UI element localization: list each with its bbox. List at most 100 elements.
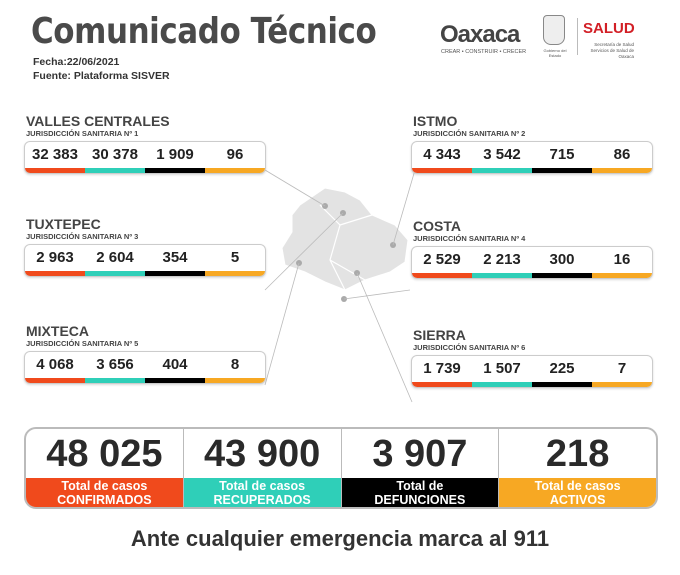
- region-jurisdiction: JURISDICCIÓN SANITARIA Nº 5: [26, 339, 139, 348]
- stat-color-bar: [145, 168, 205, 173]
- region-jurisdiction: JURISDICCIÓN SANITARIA Nº 4: [413, 234, 526, 243]
- stat-color-bar: [532, 382, 592, 387]
- stat-activos: 16: [592, 247, 652, 278]
- stat-confirmados: 2 963: [25, 245, 85, 276]
- total-label-line1: Total de casos: [61, 478, 148, 493]
- stat-color-bar: [85, 378, 145, 383]
- region-name: MIXTECA: [26, 323, 89, 339]
- stat-color-bar: [532, 168, 592, 173]
- region-jurisdiction: JURISDICCIÓN SANITARIA Nº 2: [413, 129, 526, 138]
- stat-color-bar: [412, 168, 472, 173]
- total-recuperados: 43 900 Total de casos RECUPERADOS: [183, 429, 342, 507]
- stat-value: 715: [549, 146, 575, 163]
- total-confirmados: 48 025 Total de casos CONFIRMADOS: [26, 429, 184, 507]
- stat-defunciones: 1 909: [145, 142, 205, 173]
- oaxaca-map: [264, 169, 416, 403]
- stat-value: 4 068: [36, 356, 74, 373]
- stat-color-bar: [145, 271, 205, 276]
- stat-value: 3 542: [483, 146, 521, 163]
- region-name: TUXTEPEC: [26, 216, 101, 232]
- stat-color-bar: [205, 378, 265, 383]
- stat-recuperados: 3 542: [472, 142, 532, 173]
- stat-recuperados: 3 656: [85, 352, 145, 383]
- stat-value: 2 529: [423, 251, 461, 268]
- stat-confirmados: 1 739: [412, 356, 472, 387]
- emergency-footer: Ante cualquier emergencia marca al 911: [130, 526, 550, 551]
- stat-activos: 8: [205, 352, 265, 383]
- source-label: Fuente: Plataforma SISVER: [33, 70, 170, 82]
- total-label-line2: RECUPERADOS: [213, 492, 311, 507]
- stat-color-bar: [592, 168, 652, 173]
- region-name: SIERRA: [413, 327, 466, 343]
- stat-value: 1 909: [156, 146, 194, 163]
- stat-value: 1 507: [483, 360, 521, 377]
- logo-divider: [577, 18, 578, 55]
- stat-value: 3 656: [96, 356, 134, 373]
- stat-color-bar: [412, 382, 472, 387]
- region-stats-box: 2 529 2 213 300 16: [411, 246, 653, 279]
- salud-subtitle: Secretaría de Salud Servicios de Salud d…: [590, 42, 634, 59]
- stat-value: 2 963: [36, 249, 74, 266]
- region-stats-box: 4 068 3 656 404 8: [24, 351, 266, 384]
- region-jurisdiction: JURISDICCIÓN SANITARIA Nº 1: [26, 129, 139, 138]
- stat-recuperados: 1 507: [472, 356, 532, 387]
- stat-color-bar: [205, 271, 265, 276]
- stat-recuperados: 2 213: [472, 247, 532, 278]
- region-stats-box: 4 343 3 542 715 86: [411, 141, 653, 174]
- stat-activos: 96: [205, 142, 265, 173]
- stat-value: 225: [549, 360, 575, 377]
- stat-color-bar: [145, 378, 205, 383]
- stat-color-bar: [472, 273, 532, 278]
- date-label: Fecha:22/06/2021: [33, 56, 120, 68]
- total-label: Total de casos ACTIVOS: [499, 478, 656, 507]
- region-name: VALLES CENTRALES: [26, 113, 170, 129]
- region-stats-box: 32 383 30 378 1 909 96: [24, 141, 266, 174]
- total-value: 48 025: [46, 432, 163, 475]
- total-label-line2: ACTIVOS: [549, 492, 606, 507]
- stat-confirmados: 2 529: [412, 247, 472, 278]
- stat-defunciones: 354: [145, 245, 205, 276]
- stat-color-bar: [25, 168, 85, 173]
- stat-value: 2 604: [96, 249, 134, 266]
- total-label: Total de DEFUNCIONES: [341, 478, 499, 507]
- region-jurisdiction: JURISDICCIÓN SANITARIA Nº 6: [413, 343, 526, 352]
- total-activos: 218 Total de casos ACTIVOS: [499, 429, 656, 507]
- total-value: 43 900: [204, 432, 321, 475]
- stat-color-bar: [85, 168, 145, 173]
- stat-value: 7: [617, 360, 627, 377]
- region-stats-box: 2 963 2 604 354 5: [24, 244, 266, 277]
- stat-confirmados: 4 068: [25, 352, 85, 383]
- stat-color-bar: [472, 382, 532, 387]
- stat-color-bar: [85, 271, 145, 276]
- stat-value: 404: [162, 356, 188, 373]
- salud-logo: SALUD: [583, 20, 635, 37]
- stat-defunciones: 300: [532, 247, 592, 278]
- stat-color-bar: [412, 273, 472, 278]
- stat-defunciones: 404: [145, 352, 205, 383]
- stat-defunciones: 225: [532, 356, 592, 387]
- stat-value: 2 213: [483, 251, 521, 268]
- region-stats-box: 1 739 1 507 225 7: [411, 355, 653, 388]
- total-label-line1: Total de casos: [534, 478, 621, 493]
- stat-color-bar: [25, 378, 85, 383]
- stat-color-bar: [592, 382, 652, 387]
- total-label-line1: Total de casos: [219, 478, 306, 493]
- total-value: 3 907: [372, 432, 468, 475]
- region-name: COSTA: [413, 218, 461, 234]
- stat-value: 30 378: [92, 146, 138, 163]
- stat-activos: 7: [592, 356, 652, 387]
- oaxaca-logo: Oaxaca: [440, 21, 520, 48]
- total-defunciones: 3 907 Total de DEFUNCIONES: [341, 429, 500, 507]
- gobierno-label: Gobierno del Estado: [543, 48, 567, 58]
- stat-activos: 86: [592, 142, 652, 173]
- region-name: ISTMO: [413, 113, 458, 129]
- stat-color-bar: [532, 273, 592, 278]
- stat-color-bar: [592, 273, 652, 278]
- stat-recuperados: 30 378: [85, 142, 145, 173]
- stat-defunciones: 715: [532, 142, 592, 173]
- stat-value: 32 383: [32, 146, 78, 163]
- totals-panel: 48 025 Total de casos CONFIRMADOS 43 900 …: [24, 427, 658, 509]
- stat-value: 300: [549, 251, 575, 268]
- stat-confirmados: 32 383: [25, 142, 85, 173]
- total-label: Total de casos RECUPERADOS: [183, 478, 341, 507]
